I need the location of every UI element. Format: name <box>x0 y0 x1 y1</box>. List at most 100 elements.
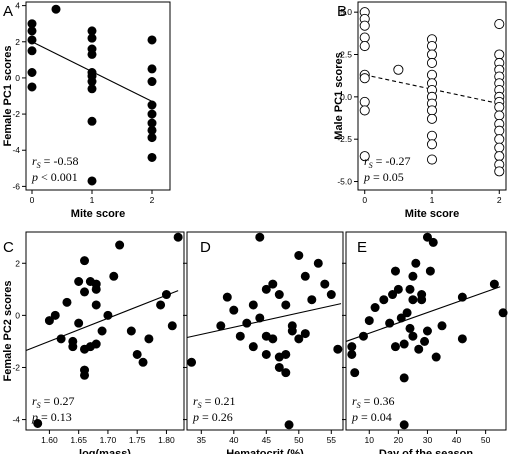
data-point <box>494 110 505 121</box>
data-point <box>87 176 97 186</box>
data-point <box>97 326 107 336</box>
data-point <box>167 321 177 331</box>
data-point <box>399 420 409 430</box>
data-point <box>287 326 297 336</box>
data-point <box>350 368 360 378</box>
data-point <box>426 113 438 124</box>
data-point <box>358 331 368 341</box>
data-point <box>138 357 148 367</box>
data-point <box>147 35 157 45</box>
data-point <box>74 276 84 286</box>
data-point <box>494 151 505 162</box>
data-point <box>417 290 427 300</box>
data-point <box>388 290 398 300</box>
data-point <box>255 313 265 323</box>
data-point <box>132 349 142 359</box>
x-tick-label: 40 <box>452 435 462 445</box>
data-point <box>426 130 438 141</box>
data-point <box>408 271 418 281</box>
stat-p: p = 0.13 <box>31 410 72 424</box>
data-point <box>489 279 499 289</box>
stat-rs: rS = -0.58 <box>32 154 78 170</box>
data-point <box>307 295 317 305</box>
data-point <box>457 292 467 302</box>
data-point <box>326 290 336 300</box>
data-point <box>261 284 271 294</box>
data-point <box>242 318 252 328</box>
data-point <box>255 232 265 242</box>
data-point <box>281 368 291 378</box>
data-point <box>494 18 505 30</box>
data-point <box>248 342 258 352</box>
y-tick-label: 0 <box>15 73 20 83</box>
plot-frame <box>186 231 344 431</box>
data-point <box>248 300 258 310</box>
x-tick-label: 1.75 <box>129 435 146 445</box>
x-tick-label: 2 <box>497 195 502 205</box>
data-point <box>235 331 245 341</box>
x-tick-label: 50 <box>481 435 491 445</box>
stat-p: p = 0.04 <box>351 410 392 424</box>
data-point <box>396 313 406 323</box>
data-point <box>313 258 323 268</box>
data-point <box>414 344 424 354</box>
data-point <box>268 279 278 289</box>
x-axis-title: log(mass) <box>79 448 131 454</box>
data-point <box>147 152 157 162</box>
panel-d: D 35 40 45 50 55 Hematocrit (%) rS = 0.21p = 0.… <box>183 231 344 454</box>
x-tick-label: 2 <box>150 195 155 205</box>
data-point <box>27 35 37 45</box>
data-point <box>147 109 157 119</box>
data-point <box>91 339 101 349</box>
plot-frame <box>25 1 171 191</box>
data-point <box>281 300 291 310</box>
data-point <box>300 271 310 281</box>
y-axis-title: Female PC2 scores <box>2 281 14 382</box>
data-point <box>494 134 505 145</box>
data-point <box>222 292 232 302</box>
data-point <box>426 105 438 116</box>
data-point <box>294 250 304 260</box>
x-axis-title: Mite score <box>71 208 125 220</box>
y-tick-label: -4 <box>12 145 20 155</box>
data-point <box>147 77 157 87</box>
x-tick-label: 30 <box>423 435 433 445</box>
data-point <box>359 151 370 162</box>
data-point <box>364 316 374 326</box>
data-point <box>87 49 97 59</box>
data-point <box>300 329 310 339</box>
data-point <box>405 323 415 333</box>
y-tick-label: -2 <box>12 362 20 372</box>
data-point <box>426 40 438 52</box>
stat-p: p = 0.05 <box>363 170 404 184</box>
y-tick-label: 5.0 <box>340 7 352 17</box>
data-point <box>426 49 438 60</box>
data-point <box>156 300 166 310</box>
data-point <box>420 336 430 346</box>
data-point <box>411 258 421 268</box>
plot-frame <box>345 231 507 431</box>
panel-e: E 10 20 30 40 50 Day of the season rS = 0.36p =… <box>342 231 508 454</box>
y-axis-title: Male PC1 scores <box>333 52 345 139</box>
data-point <box>27 82 37 92</box>
x-tick-label: 0 <box>362 195 367 205</box>
x-tick-label: 1.60 <box>41 435 58 445</box>
panel-c: C 1.60 1.65 1.70 1.75 1.80 -4 -2 0 2 log(mass) Fema… <box>2 231 185 454</box>
x-tick-label: 1.80 <box>158 435 175 445</box>
x-axis-title: Day of the season <box>379 448 473 454</box>
x-tick-label: 1.70 <box>100 435 117 445</box>
data-point <box>431 352 441 362</box>
data-point <box>144 334 154 344</box>
stat-rs: rS = 0.36 <box>352 394 394 410</box>
stat-rs: rS = 0.21 <box>193 394 235 410</box>
data-point <box>494 142 505 153</box>
data-point <box>91 300 101 310</box>
data-point <box>281 349 291 359</box>
data-point <box>426 57 438 69</box>
data-point <box>494 166 505 177</box>
data-point <box>161 290 171 300</box>
x-tick-label: 50 <box>294 435 304 445</box>
x-tick-label: 35 <box>197 435 207 445</box>
x-tick-label: 1.65 <box>70 435 87 445</box>
panel-letter: C <box>3 239 14 256</box>
